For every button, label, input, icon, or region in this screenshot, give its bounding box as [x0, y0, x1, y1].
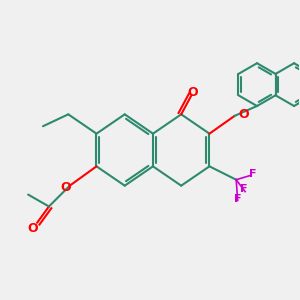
Text: O: O — [238, 108, 249, 121]
Text: F: F — [234, 194, 242, 204]
Text: O: O — [188, 85, 198, 98]
Text: O: O — [61, 181, 71, 194]
Text: F: F — [249, 169, 256, 179]
Text: O: O — [27, 222, 38, 235]
Text: F: F — [240, 184, 247, 194]
